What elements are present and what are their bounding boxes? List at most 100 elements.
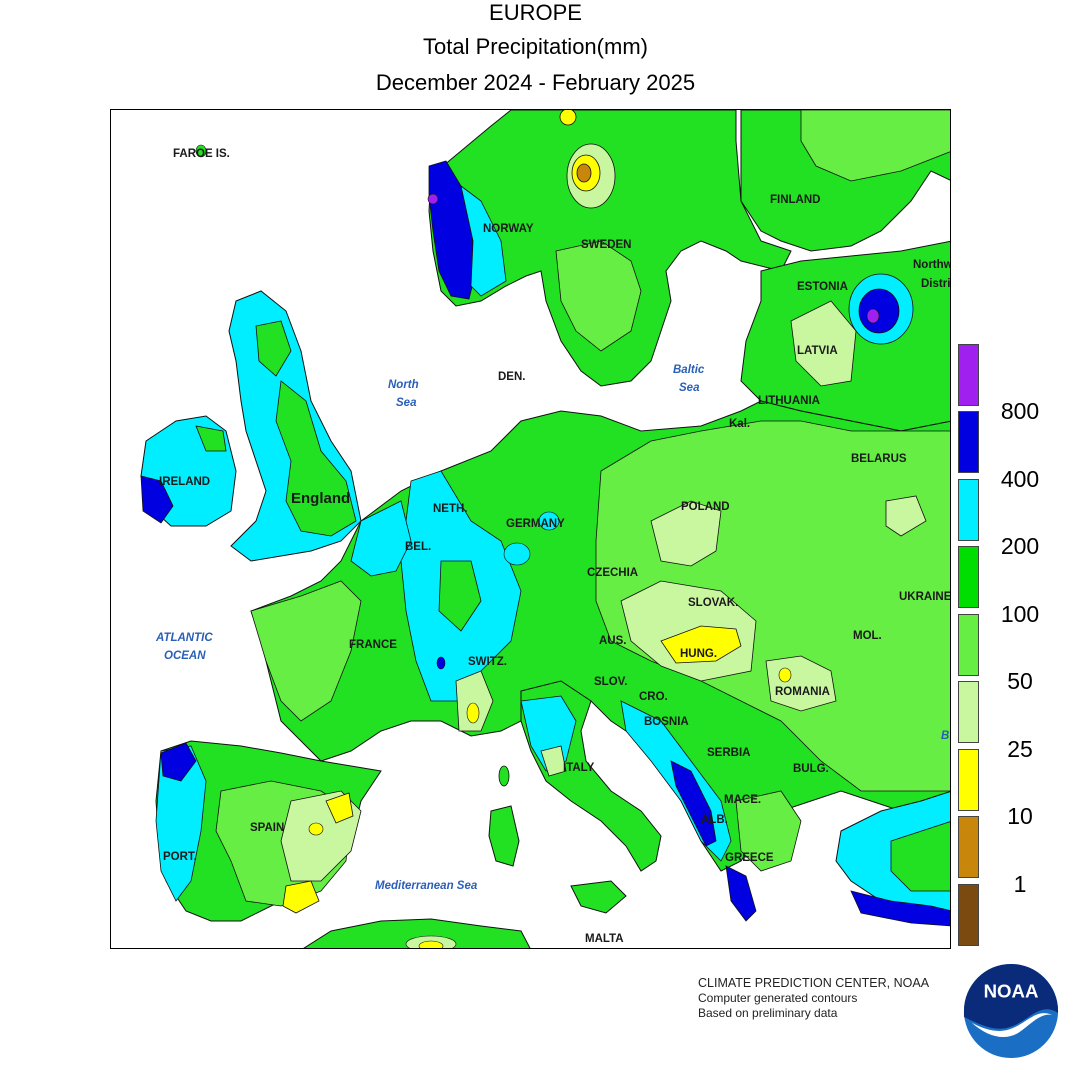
label-north-sea-1: North <box>388 379 419 391</box>
legend-swatch-25-50 <box>958 681 979 743</box>
area-benelux-200-400 <box>350 500 412 577</box>
area-norway-coast-400-800 <box>428 160 477 300</box>
legend-swatch-10-25 <box>958 749 979 811</box>
label-hungary: HUNG. <box>680 648 717 660</box>
area-ireland-400-800 <box>140 475 174 524</box>
area-romania-10-25 <box>778 667 792 683</box>
label-serbia: SERBIA <box>707 747 750 759</box>
label-poland: POLAND <box>681 501 730 513</box>
area-germany-200-400-a <box>503 542 531 566</box>
legend-swatch-lt1 <box>958 884 979 946</box>
label-atlantic-1: ATLANTIC <box>155 632 213 644</box>
legend-swatch-100-200 <box>958 546 979 608</box>
legend-label-200: 200 <box>1000 533 1040 559</box>
label-greece: GREECE <box>725 852 774 864</box>
area-germany-200-400-b <box>538 511 560 531</box>
area-finland-50-100 <box>800 110 950 182</box>
label-romania: ROMANIA <box>775 686 830 698</box>
label-bulgaria: BULG. <box>793 763 829 775</box>
label-england: England <box>291 490 350 507</box>
area-sweden-50-100 <box>555 240 642 352</box>
label-mediterranean: Mediterranean Sea <box>375 880 478 892</box>
area-italy-25-50 <box>540 745 567 777</box>
label-switzerland: SWITZ. <box>468 656 507 668</box>
label-germany: GERMANY <box>506 518 565 530</box>
area-ireland-100-200 <box>195 425 227 452</box>
area-russia-800 <box>866 308 880 324</box>
label-kaliningrad: Kal. <box>729 418 750 430</box>
area-russia-400-800 <box>858 288 900 334</box>
legend-swatch-1-10 <box>958 816 979 878</box>
legend-label-400: 400 <box>1000 466 1040 492</box>
label-albania: ALB. <box>701 814 728 826</box>
credit-agency: CLIMATE PREDICTION CENTER, NOAA <box>698 976 930 990</box>
area-iberia-west-200-400 <box>155 745 207 902</box>
land-sardinia <box>488 805 520 867</box>
legend-swatch-50-100 <box>958 614 979 676</box>
credit-preliminary: Based on preliminary data <box>698 1006 838 1020</box>
area-spain-10-25-b <box>282 880 320 914</box>
credit-contours: Computer generated contours <box>698 991 858 1005</box>
area-balkans-400-800 <box>670 760 717 847</box>
label-finland: FINLAND <box>770 194 820 206</box>
map-canvas: FAROE IS. NORWAY SWEDEN FINLAND ESTONIA … <box>111 110 951 948</box>
area-north-10-25 <box>559 110 577 126</box>
area-england-100-200 <box>275 380 357 537</box>
legend-label-50: 50 <box>1007 668 1033 694</box>
legend-swatch-200-400 <box>958 479 979 541</box>
area-alps-25-50 <box>455 670 494 732</box>
map-title-period: December 2024 - February 2025 <box>375 70 696 95</box>
area-turkey-100-200 <box>890 821 950 892</box>
label-slovakia: SLOVAK. <box>688 597 738 609</box>
precipitation-map: FAROE IS. NORWAY SWEDEN FINLAND ESTONIA … <box>110 109 951 949</box>
legend-label-100: 100 <box>1000 601 1040 627</box>
label-ukraine: UKRAINE <box>899 591 951 603</box>
area-norway-200-400 <box>460 185 507 297</box>
land-sicily <box>570 880 627 914</box>
label-croatia: CRO. <box>639 691 668 703</box>
label-italy: ITALY <box>563 762 595 774</box>
area-latvia-25-50 <box>790 300 857 387</box>
noaa-logo: NOAA <box>963 963 1059 1059</box>
label-north-sea-2: Sea <box>396 397 417 409</box>
land-corsica <box>498 765 510 787</box>
label-atlantic-2: OCEAN <box>164 650 206 662</box>
area-norway-800 <box>427 193 439 205</box>
label-denmark: DEN. <box>498 371 525 383</box>
label-estonia: ESTONIA <box>797 281 848 293</box>
legend-label-25: 25 <box>1007 736 1033 762</box>
label-baltic-1: Baltic <box>673 364 705 376</box>
area-belarus-25-50 <box>885 495 927 537</box>
legend-label-1: 1 <box>1013 871 1027 897</box>
label-spain: SPAIN <box>250 822 284 834</box>
area-turkey-400-800 <box>850 890 950 927</box>
label-russia-nw-1: Northw <box>913 259 951 271</box>
label-austria: AUS. <box>599 635 626 647</box>
area-spain-10-25-c <box>308 822 324 836</box>
label-latvia: LATVIA <box>797 345 838 357</box>
noaa-logo-text: NOAA <box>984 980 1039 1001</box>
area-greece-400-800 <box>725 865 757 922</box>
label-russia-nw-2: Distri <box>921 278 950 290</box>
label-ireland: IRELAND <box>159 476 210 488</box>
label-norway: NORWAY <box>483 223 534 235</box>
area-poland-25-50 <box>650 500 722 567</box>
label-slovenia: SLOV. <box>594 676 627 688</box>
label-baltic-2: Sea <box>679 382 700 394</box>
area-greece-50-100 <box>735 790 802 872</box>
land-north-africa <box>303 918 531 948</box>
label-belarus: BELARUS <box>851 453 907 465</box>
area-africa-10-25 <box>418 940 444 948</box>
label-czechia: CZECHIA <box>587 567 638 579</box>
area-hungary-10-25 <box>660 625 742 664</box>
legend-swatch-400-800 <box>958 411 979 473</box>
label-lithuania: LITHUANIA <box>758 395 820 407</box>
label-black-sea-partial: B <box>941 730 949 742</box>
area-germany-100-200 <box>438 560 482 632</box>
area-france-50-100 <box>250 580 362 722</box>
label-malta: MALTA <box>585 933 624 945</box>
noaa-logo-top <box>963 963 1059 1029</box>
area-scotland-100-200 <box>255 320 292 377</box>
label-belgium: BEL. <box>405 541 431 553</box>
noaa-logo-bird <box>971 1013 1053 1038</box>
